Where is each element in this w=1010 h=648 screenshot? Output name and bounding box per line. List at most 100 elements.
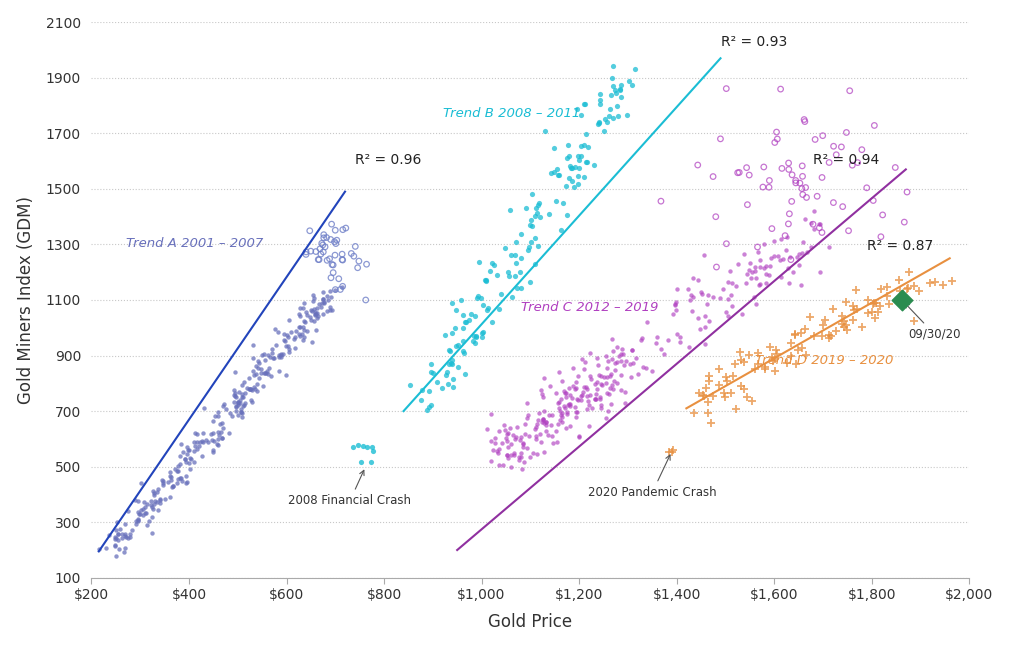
Point xyxy=(644,365,661,376)
Point xyxy=(230,398,246,408)
Point xyxy=(583,371,599,381)
Point xyxy=(237,398,254,408)
Point xyxy=(323,292,339,302)
Point xyxy=(224,410,240,421)
Point xyxy=(91,544,107,554)
Point xyxy=(773,84,789,94)
Point xyxy=(506,450,522,461)
Point xyxy=(233,404,249,414)
Point xyxy=(783,338,799,348)
Point xyxy=(841,86,857,96)
Point xyxy=(334,255,350,265)
Point xyxy=(443,358,460,368)
Point xyxy=(767,251,783,261)
Point xyxy=(243,386,260,396)
Point xyxy=(623,372,639,382)
Point xyxy=(557,402,573,413)
Point xyxy=(693,287,709,297)
Point xyxy=(537,126,553,136)
Point xyxy=(784,196,800,207)
Point xyxy=(570,395,586,405)
Point xyxy=(563,389,579,400)
Point xyxy=(825,141,841,152)
Point xyxy=(703,418,719,428)
Text: 09/30/20: 09/30/20 xyxy=(905,303,961,341)
Point xyxy=(299,310,315,320)
Point xyxy=(308,246,324,257)
Point xyxy=(814,227,830,238)
Point xyxy=(781,164,797,174)
Point xyxy=(169,478,185,488)
Point xyxy=(478,275,494,286)
Point xyxy=(686,408,702,418)
Point xyxy=(589,384,605,395)
Point xyxy=(271,352,287,362)
Point xyxy=(517,428,533,439)
Point xyxy=(328,238,344,249)
Point xyxy=(527,211,543,221)
Point xyxy=(746,292,763,303)
Point xyxy=(173,473,189,483)
Point xyxy=(513,432,529,442)
Point xyxy=(523,214,539,225)
Point xyxy=(741,170,758,180)
Point xyxy=(553,408,570,418)
Point xyxy=(698,383,714,393)
Point xyxy=(809,191,825,202)
Point xyxy=(837,297,853,307)
Point xyxy=(580,142,596,152)
Point xyxy=(327,285,343,295)
Point xyxy=(755,162,772,172)
Point xyxy=(327,284,343,295)
Point xyxy=(181,458,197,469)
Point xyxy=(722,266,738,276)
Point xyxy=(617,397,633,408)
Point xyxy=(169,465,185,476)
Point xyxy=(507,250,523,260)
Point xyxy=(747,266,764,277)
Point xyxy=(892,285,908,295)
Point xyxy=(423,359,439,369)
Point xyxy=(690,275,706,286)
Point xyxy=(281,347,297,358)
Point xyxy=(307,310,323,320)
Point xyxy=(705,391,721,401)
Point xyxy=(441,345,458,356)
Point xyxy=(803,242,819,252)
Point xyxy=(291,329,307,340)
Point xyxy=(135,504,152,515)
Point xyxy=(599,388,615,398)
Point xyxy=(118,532,134,542)
Point xyxy=(785,266,801,277)
Point xyxy=(112,524,128,535)
Point xyxy=(500,441,516,452)
Point xyxy=(242,384,259,394)
Point xyxy=(117,518,133,529)
Point xyxy=(275,349,291,359)
Point xyxy=(305,290,321,300)
Point xyxy=(797,324,813,334)
Point xyxy=(748,299,765,309)
Point xyxy=(535,373,551,383)
Point xyxy=(782,209,798,219)
Point xyxy=(483,436,499,446)
Point xyxy=(544,438,561,448)
Point xyxy=(452,295,469,305)
Point xyxy=(685,273,701,283)
Point xyxy=(216,399,232,410)
Point xyxy=(421,386,437,397)
Point xyxy=(720,294,736,304)
Y-axis label: Gold Miners Index (GDM): Gold Miners Index (GDM) xyxy=(17,196,34,404)
Point xyxy=(906,281,922,291)
Point xyxy=(457,348,473,358)
Point xyxy=(316,297,332,307)
Point xyxy=(564,176,580,186)
Point xyxy=(179,457,195,467)
Point xyxy=(296,332,312,342)
Point xyxy=(584,402,600,413)
Point xyxy=(579,157,595,167)
Point xyxy=(167,464,183,474)
Point xyxy=(541,381,558,391)
Point xyxy=(763,260,779,271)
Point xyxy=(814,172,830,183)
